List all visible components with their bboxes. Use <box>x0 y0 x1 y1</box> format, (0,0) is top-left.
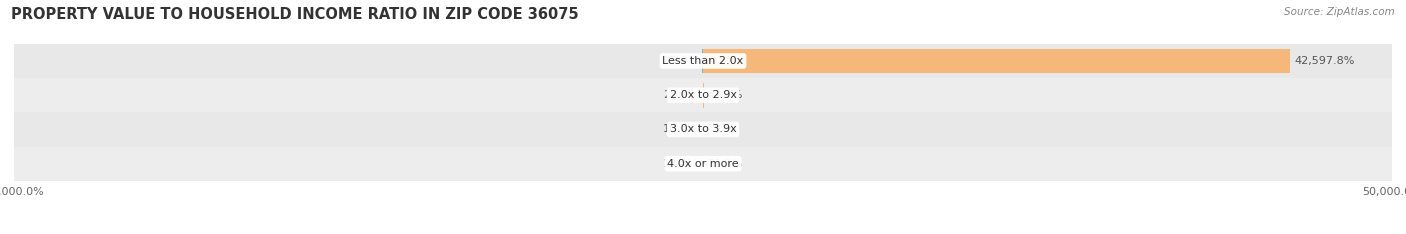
Text: 43.0%: 43.0% <box>707 90 744 100</box>
Text: 39.0%: 39.0% <box>664 56 699 66</box>
Text: 2.0x to 2.9x: 2.0x to 2.9x <box>669 90 737 100</box>
Text: PROPERTY VALUE TO HOUSEHOLD INCOME RATIO IN ZIP CODE 36075: PROPERTY VALUE TO HOUSEHOLD INCOME RATIO… <box>11 7 579 22</box>
Text: 24.0%: 24.0% <box>664 90 699 100</box>
Bar <box>14 146 1392 181</box>
Bar <box>14 78 1392 112</box>
Text: Less than 2.0x: Less than 2.0x <box>662 56 744 66</box>
Text: 31.3%: 31.3% <box>707 159 742 169</box>
Text: 4.0x or more: 4.0x or more <box>668 159 738 169</box>
Bar <box>14 112 1392 146</box>
Text: 18.7%: 18.7% <box>664 124 699 135</box>
Text: 42,597.8%: 42,597.8% <box>1294 56 1354 66</box>
Text: 3.0x to 3.9x: 3.0x to 3.9x <box>669 124 737 135</box>
Bar <box>703 49 1289 73</box>
Bar <box>14 44 1392 78</box>
Text: 18.4%: 18.4% <box>664 159 699 169</box>
Text: 5.6%: 5.6% <box>707 124 735 135</box>
Text: Source: ZipAtlas.com: Source: ZipAtlas.com <box>1284 7 1395 17</box>
